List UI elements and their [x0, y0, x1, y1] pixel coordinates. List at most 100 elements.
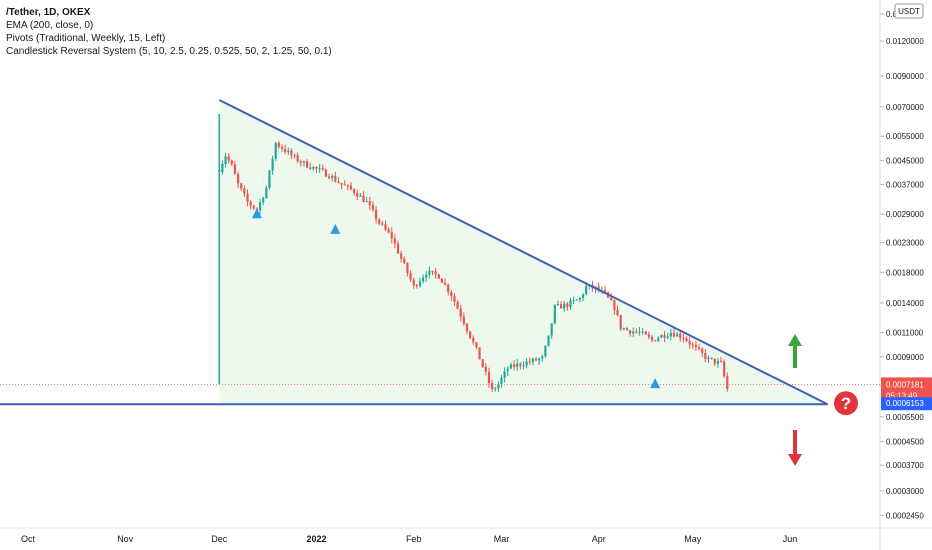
candle-body: [635, 331, 638, 333]
candle-body: [707, 357, 710, 360]
candle-body: [443, 282, 447, 285]
candle-body: [305, 161, 309, 168]
reversal-markers: [251, 208, 661, 389]
candle-body: [544, 345, 547, 357]
candle-body: [531, 358, 534, 363]
candle-body: [566, 303, 569, 308]
candle-body: [632, 331, 635, 334]
candle-body: [447, 284, 450, 293]
candle-body: [654, 340, 657, 342]
price-tick-label: 0.0055000: [886, 132, 924, 141]
reversal-marker-up: [330, 223, 341, 234]
candle-body: [378, 219, 381, 224]
candle-body: [415, 285, 418, 287]
time-tick-label: Oct: [21, 534, 36, 544]
candle-body: [453, 296, 456, 302]
candle-body: [393, 238, 396, 244]
candle-body: [321, 168, 324, 170]
candle-body: [406, 263, 409, 274]
candle-body: [619, 314, 622, 329]
candle-body: [719, 360, 723, 362]
candle-body: [230, 160, 233, 165]
candle-body: [622, 328, 625, 330]
candle-body: [585, 285, 588, 295]
time-tick-label: Dec: [211, 534, 228, 544]
candle-body: [371, 205, 375, 210]
candle-body: [465, 323, 469, 332]
candle-body: [581, 294, 585, 299]
up-arrow-icon: [788, 334, 802, 346]
candle-body: [497, 384, 500, 389]
candle-body: [688, 341, 691, 345]
price-tick-label: 0.0018000: [886, 268, 924, 277]
countdown-label: 05:13:49: [886, 391, 918, 400]
candle-body: [290, 150, 293, 156]
candle-body: [384, 224, 387, 230]
candle-body: [723, 361, 726, 377]
candle-body: [509, 364, 513, 369]
candle-body: [487, 371, 491, 384]
currency-badge[interactable]: [894, 3, 924, 19]
candle-body: [481, 359, 484, 367]
annotations: ?: [788, 334, 858, 466]
candle-body: [704, 353, 707, 360]
candle-body: [685, 338, 688, 342]
candle-body: [478, 347, 481, 360]
chart-legend: /Tether, 1D, OKEX EMA (200, close, 0) Pi…: [6, 6, 332, 58]
candle-body: [494, 388, 497, 390]
candle-body: [679, 333, 682, 338]
candle-body: [409, 273, 412, 280]
down-arrow-icon: [788, 454, 802, 466]
up-arrow-shaft: [793, 344, 797, 368]
price-tick-label: 0.0003700: [886, 461, 924, 470]
candle-body: [437, 274, 440, 279]
candle-body: [381, 223, 384, 225]
candle-body: [368, 201, 371, 206]
upper-trendline[interactable]: [218, 99, 829, 406]
candle-body: [236, 174, 240, 184]
candle-body: [309, 167, 312, 169]
legend-pivots[interactable]: Pivots (Traditional, Weekly, 15, Left): [6, 33, 166, 44]
legend-symbol[interactable]: /Tether, 1D, OKEX: [6, 7, 91, 18]
candle-body: [490, 383, 494, 390]
candle-body: [597, 286, 600, 291]
candle-body: [613, 300, 616, 311]
candle-body: [716, 360, 719, 364]
price-axis[interactable]: 0.01500000.01200000.00900000.00700000.00…: [880, 3, 932, 520]
candle-body: [469, 331, 472, 339]
candle-body: [650, 337, 654, 341]
candle-body: [327, 176, 331, 179]
candle-body: [572, 300, 575, 302]
legend-ema[interactable]: EMA (200, close, 0): [6, 20, 94, 31]
candle-body: [340, 182, 343, 185]
price-tick-label: 0.0023000: [886, 238, 924, 247]
candle-body: [299, 161, 302, 163]
candle-body: [556, 304, 560, 306]
candle-body: [315, 166, 318, 169]
support-price-badge[interactable]: [881, 397, 932, 411]
question-icon: [834, 391, 858, 416]
time-tick-label: May: [684, 534, 702, 544]
candle-body: [462, 316, 465, 324]
price-tick-label: 0.0003000: [886, 487, 924, 496]
candle-body: [356, 192, 359, 197]
candle-body: [365, 201, 368, 203]
time-axis[interactable]: Oct Nov Dec 2022 Feb Mar Apr May Jun: [21, 534, 797, 544]
candle-body: [334, 175, 337, 182]
price-tick-label: 0.0037000: [886, 181, 924, 190]
candle-body: [440, 278, 444, 283]
legend-reversal-system[interactable]: Candlestick Reversal System (5, 10, 2.5,…: [6, 46, 332, 57]
candle-body: [277, 142, 280, 147]
candle-body: [506, 368, 509, 372]
candle-body: [550, 323, 553, 336]
price-tick-label: 0.0029000: [886, 210, 924, 219]
candle-body: [516, 363, 519, 367]
price-tick-label: 0.0045000: [886, 157, 924, 166]
candle-body: [346, 185, 349, 187]
time-tick-label: Nov: [117, 534, 134, 544]
currency-label: USDT: [898, 7, 920, 16]
candle-body: [638, 331, 641, 333]
candle-body: [578, 298, 582, 300]
price-tick-label: 0.0014000: [886, 299, 924, 308]
